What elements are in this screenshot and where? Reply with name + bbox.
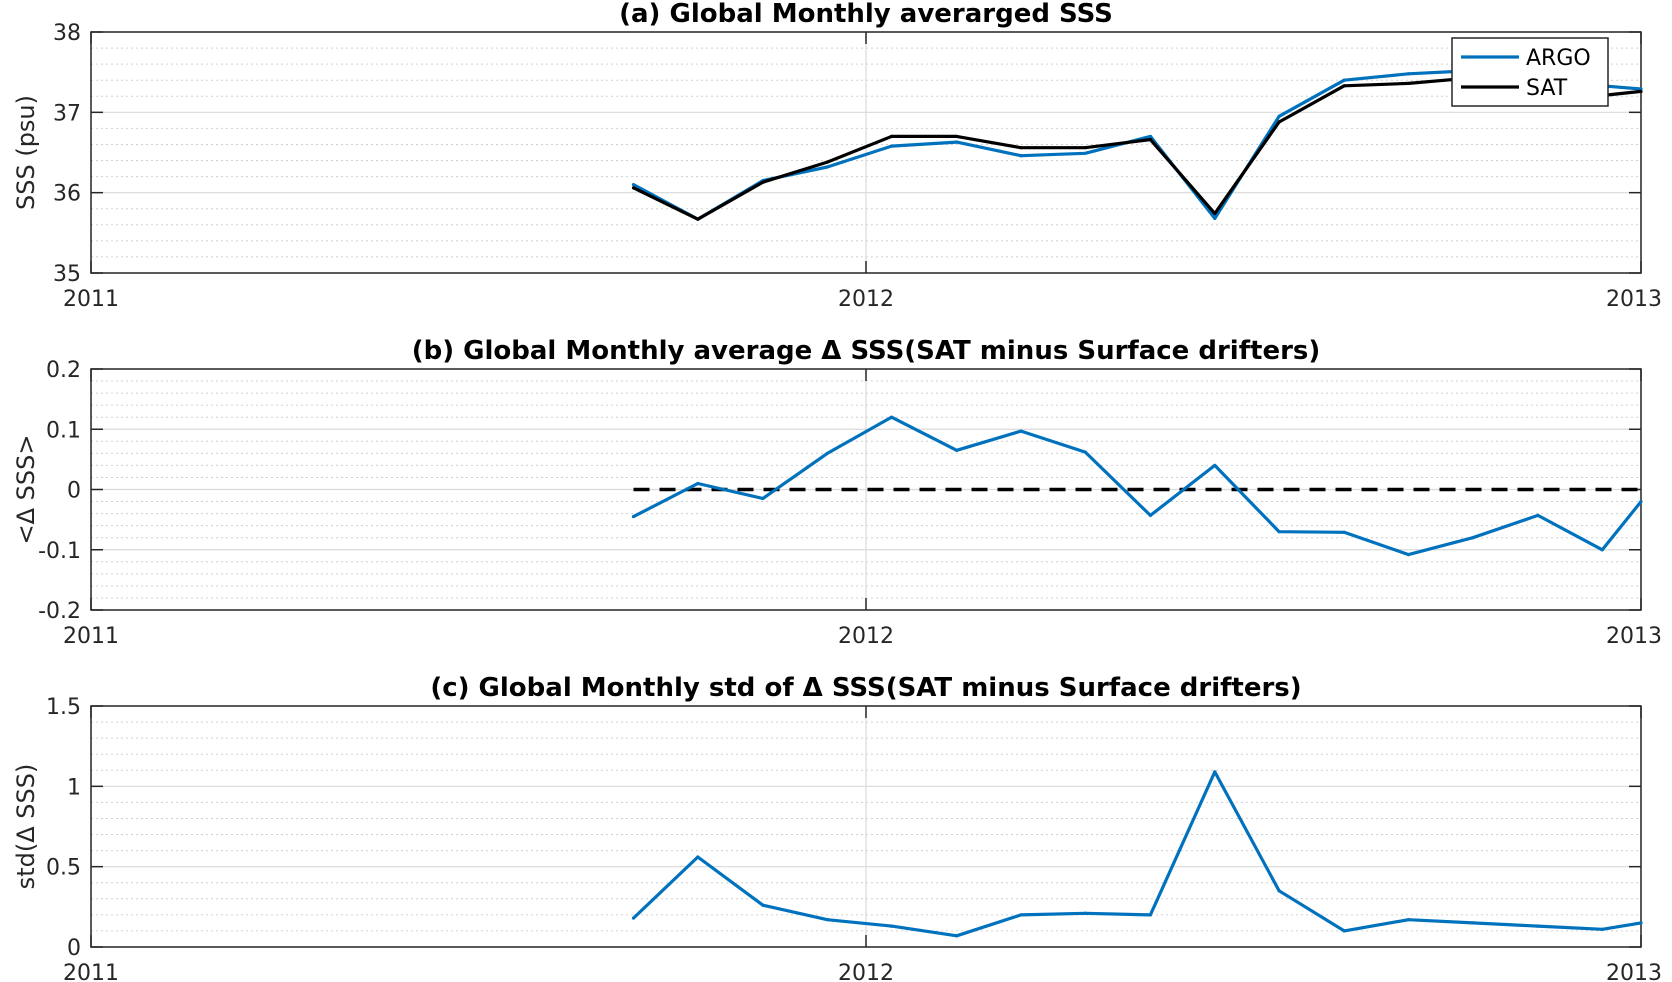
y-axis-label: <Δ SSS> [12,435,40,545]
data-point [761,496,765,501]
data-point [1083,146,1087,150]
data-point [631,186,636,190]
data-point [1639,89,1643,94]
y-tick-label: 0 [67,936,81,961]
data-point [955,140,959,144]
data-point [1277,114,1281,118]
panel-b: -0.2 -0.1 0 0.1 0.2 2011 2012 2013 (b) Global Mo… [12,336,1662,649]
data-point [955,448,959,452]
data-point [825,165,829,169]
y-tick-label: 1.5 [46,695,81,720]
data-point [761,903,765,907]
x-tick-label: 2013 [1606,624,1662,649]
data-point [1639,499,1643,504]
x-tick-label: 2011 [63,287,119,312]
data-point [889,415,894,419]
data-point [825,451,829,455]
panel-c: 0 0.5 1 1.5 2011 2012 2013 (c) Global Monthly s… [12,673,1662,982]
data-point [631,183,636,187]
data-point [1213,463,1217,467]
data-point [825,918,829,922]
data-point [1639,921,1643,925]
chart-title: (c) Global Monthly std of Δ SSS(SAT minu… [430,673,1301,703]
series-line-main [632,415,1643,557]
data-point [1342,78,1346,82]
data-point [1406,81,1411,86]
legend-label: ARGO [1526,46,1591,71]
data-point [1083,151,1087,155]
data-point [1148,913,1153,917]
data-point [825,160,829,164]
x-tick-label: 2013 [1606,287,1662,312]
legend-label: SAT [1526,76,1568,101]
data-point [696,217,700,221]
data-point [1213,211,1217,216]
y-axis-label: std(Δ SSS) [12,764,40,890]
y-tick-label: 0.2 [46,358,81,383]
y-tick-label: -0.1 [38,539,81,564]
data-point [955,934,959,938]
data-point [1148,513,1153,518]
y-tick-label: 38 [53,21,81,46]
data-point [1148,134,1153,139]
data-point [1277,889,1281,893]
data-point [1019,146,1023,150]
data-point [1471,921,1475,925]
data-point [1019,154,1023,158]
data-point [696,855,700,859]
y-tick-label: 36 [53,182,81,207]
y-tick-label: -0.2 [38,599,81,624]
data-point [955,134,959,139]
data-point [1600,927,1604,931]
data-point [631,515,636,519]
data-point [1277,530,1281,534]
chart-title: (b) Global Monthly average Δ SSS(SAT min… [412,336,1321,366]
chart-title: (a) Global Monthly averarged SSS [619,0,1113,29]
x-tick-label: 2011 [63,961,119,982]
y-tick-label: 0 [67,479,81,504]
data-point [1536,513,1540,518]
y-tick-label: 1 [67,775,81,800]
data-point [1639,87,1643,91]
data-point [889,134,894,139]
data-point [1342,929,1346,933]
data-point [889,924,894,928]
data-point [1148,138,1153,142]
data-point [889,144,894,148]
legend: ARGO SAT [1451,37,1609,107]
y-tick-label: 0.5 [46,856,81,881]
data-point [1342,530,1346,534]
x-tick-label: 2011 [63,624,119,649]
panel-a: 35 36 37 38 2011 2012 2013 (a) Global Monthly a… [12,0,1662,312]
data-point [1083,911,1087,915]
data-point [761,180,765,184]
y-axis-label: SSS (psu) [12,95,40,210]
data-point [1406,918,1411,922]
series-line-main [632,770,1642,938]
data-point [1277,120,1281,124]
data-point [1213,216,1217,220]
data-point [1213,770,1217,774]
data-point [1600,548,1604,552]
data-point [1342,84,1346,88]
data-point [1019,913,1023,917]
x-tick-label: 2012 [838,961,894,982]
x-tick-label: 2012 [838,624,894,649]
x-tick-label: 2013 [1606,961,1662,982]
data-point [1406,72,1411,76]
data-point [1019,429,1023,433]
data-point [696,481,700,486]
data-point [1406,552,1411,557]
y-tick-label: 0.1 [46,418,81,443]
data-point [631,916,636,920]
data-point [1471,536,1475,540]
y-tick-label: 35 [53,262,81,287]
y-tick-label: 37 [53,101,81,126]
data-point [1083,450,1087,454]
legend-box [1451,37,1609,107]
data-point [1536,924,1540,928]
x-tick-label: 2012 [838,287,894,312]
